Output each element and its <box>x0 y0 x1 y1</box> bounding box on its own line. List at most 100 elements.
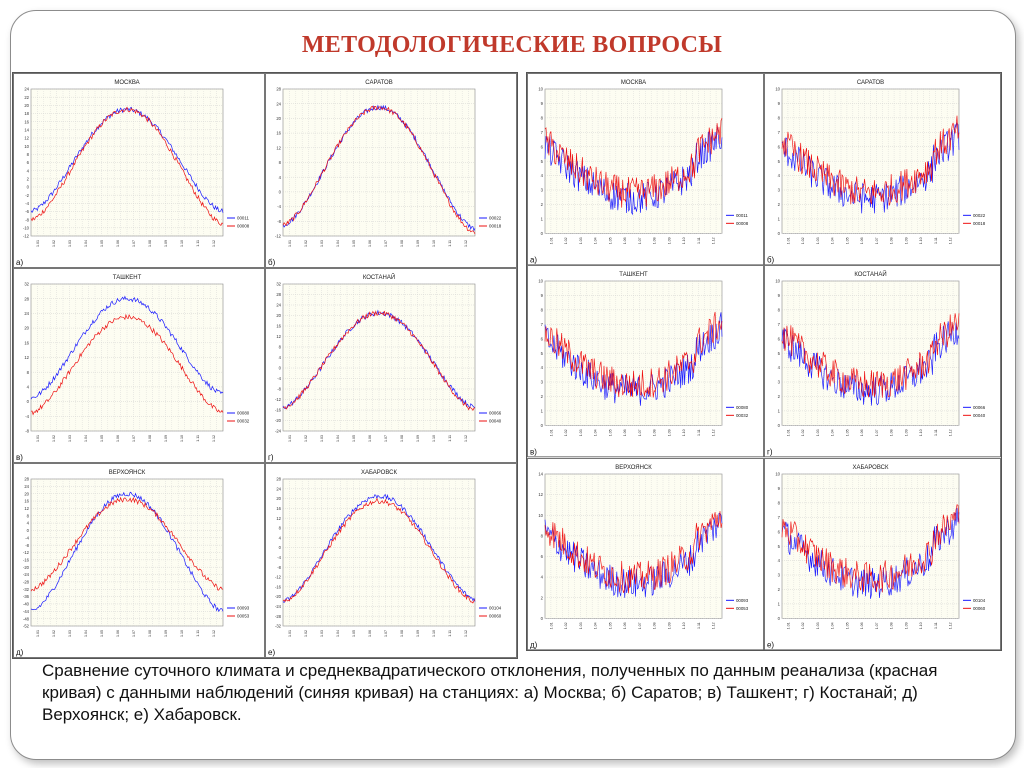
legend-label: 00066 <box>489 411 502 416</box>
series-line <box>544 124 723 216</box>
y-tick-label: 4 <box>279 355 282 360</box>
chart-panel: КОСТАНАЙ 0 1 2 3 4 5 6 7 8 9 10 1.01 1.02 1.03 1.04 1.05… <box>764 265 1001 458</box>
y-tick-label: -20 <box>23 565 30 570</box>
x-tick-label: 1.06 <box>368 630 372 637</box>
y-tick-label: 7 <box>778 130 781 135</box>
x-tick-label: 1.11 <box>934 622 938 629</box>
x-tick-label: 1.06 <box>116 630 120 637</box>
chart-panel: ХАБАРОВСК -32 -28 -24 -20 -16 -12 -8 -4 0 4 8 12 16 20… <box>265 463 517 658</box>
y-tick-label: 9 <box>541 293 544 298</box>
y-tick-label: 2 <box>778 587 781 592</box>
x-tick-label: 1.05 <box>845 622 849 629</box>
x-tick-label: 1.02 <box>564 622 568 629</box>
y-tick-label: 20 <box>276 116 281 121</box>
x-tick-label: 1.01 <box>36 630 40 637</box>
series-line <box>282 493 476 604</box>
x-tick-label: 1.08 <box>890 237 894 244</box>
legend-label: 00022 <box>489 216 502 221</box>
chart-title: ВЕРХОЯНСК <box>615 465 652 471</box>
chart-title: САРАТОВ <box>857 80 884 86</box>
x-tick-label: 1.12 <box>712 622 716 629</box>
y-tick-label: -6 <box>25 209 29 214</box>
y-tick-label: 4 <box>778 366 781 371</box>
x-tick-label: 1.07 <box>132 240 136 247</box>
x-tick-label: 1.08 <box>653 622 657 629</box>
x-tick-label: 1.07 <box>875 622 879 629</box>
x-tick-label: 1.09 <box>416 630 420 637</box>
x-tick-label: 1.11 <box>196 435 200 442</box>
chart-title: ХАБАРОВСК <box>853 465 889 471</box>
y-tick-label: 4 <box>27 385 30 390</box>
y-tick-label: -16 <box>275 584 282 589</box>
chart-title: МОСКВА <box>114 80 139 86</box>
y-tick-label: 16 <box>24 119 29 124</box>
x-tick-label: 1.10 <box>682 622 686 629</box>
chart-panel: МОСКВА 0 1 2 3 4 5 6 7 8 9 10 1.01 1.02 1.03 1.04 1.05 1.… <box>527 73 764 266</box>
x-tick-label: 1.01 <box>786 237 790 244</box>
x-tick-label: 1.06 <box>116 435 120 442</box>
y-tick-label: 6 <box>541 337 544 342</box>
x-tick-label: 1.03 <box>320 630 324 637</box>
y-tick-label: 28 <box>276 292 281 297</box>
chart-svg: МОСКВА 0 1 2 3 4 5 6 7 8 9 10 1.01 1.02 1.03 1.04 1.05 1.… <box>527 73 764 266</box>
x-tick-label: 1.09 <box>416 240 420 247</box>
x-tick-label: 1.01 <box>549 622 553 629</box>
y-tick-label: 3 <box>778 572 781 577</box>
x-tick-label: 1.02 <box>564 237 568 244</box>
y-tick-label: 8 <box>27 152 30 157</box>
y-tick-label: 9 <box>778 101 781 106</box>
legend-label: 00032 <box>736 413 749 418</box>
y-tick-label: 5 <box>778 351 781 356</box>
y-tick-label: 5 <box>778 543 781 548</box>
chart-panel: ХАБАРОВСК 0 1 2 3 4 5 6 7 8 9 10 1.01 1.02 1.03 1.04 1.0… <box>764 457 1001 650</box>
x-tick-label: 1.11 <box>448 630 452 637</box>
y-tick-label: 2 <box>541 394 544 399</box>
chart-svg: ВЕРХОЯНСК 0 2 4 6 8 10 12 14 1.01 1.02 1.03 1.04 1.05… <box>527 457 764 650</box>
y-tick-label: 14 <box>538 471 543 476</box>
x-tick-label: 1.09 <box>416 435 420 442</box>
legend-label: 00032 <box>237 419 250 424</box>
x-tick-label: 1.10 <box>919 622 923 629</box>
panel-letter: д) <box>530 640 538 649</box>
y-tick-label: 1 <box>778 409 781 414</box>
x-tick-label: 1.01 <box>288 435 292 442</box>
panel-letter: б) <box>268 258 276 267</box>
y-tick-label: 0 <box>778 231 781 236</box>
y-tick-label: 6 <box>541 554 544 559</box>
chart-panel: САРАТОВ 0 1 2 3 4 5 6 7 8 9 10 1.01 1.02 1.03 1.04 1.05 1… <box>764 73 1001 266</box>
y-tick-label: 20 <box>276 313 281 318</box>
series-line <box>30 295 224 400</box>
y-tick-label: -12 <box>275 234 282 239</box>
y-tick-label: 0 <box>279 545 282 550</box>
y-tick-label: 0 <box>27 399 30 404</box>
y-tick-label: 8 <box>27 370 30 375</box>
y-tick-label: 1 <box>778 601 781 606</box>
x-tick-label: 1.01 <box>288 630 292 637</box>
x-tick-label: 1.08 <box>653 430 657 437</box>
y-tick-label: -12 <box>275 397 282 402</box>
y-tick-label: 4 <box>27 521 30 526</box>
y-tick-label: -8 <box>25 543 29 548</box>
panel-letter: а) <box>16 258 23 267</box>
y-tick-label: 0 <box>541 423 544 428</box>
y-tick-label: -20 <box>275 418 282 423</box>
figure-caption: Сравнение суточного климата и среднеквад… <box>42 661 938 724</box>
chart-svg: ТАШКЕНТ 0 1 2 3 4 5 6 7 8 9 10 1.01 1.02 1.03 1.04 1.05 1… <box>527 265 764 458</box>
y-tick-label: 9 <box>541 101 544 106</box>
y-tick-label: -8 <box>277 387 281 392</box>
chart-title: КОСТАНАЙ <box>854 270 886 278</box>
x-tick-label: 1.02 <box>52 630 56 637</box>
panel-letter: в) <box>16 453 23 462</box>
series-line <box>282 497 476 604</box>
legend-label: 00018 <box>489 224 502 229</box>
chart-panel: КОСТАНАЙ -24 -20 -16 -12 -8 -4 0 4 8 12 16 20 24 28 32 1… <box>265 268 517 463</box>
x-tick-label: 1.11 <box>934 237 938 244</box>
y-tick-label: 7 <box>541 130 544 135</box>
chart-svg: САРАТОВ -12 -8 -4 0 4 8 12 16 20 24 28 1.01 1.02 1.03 1… <box>265 73 517 268</box>
series-line <box>544 117 723 208</box>
y-tick-label: 8 <box>778 115 781 120</box>
chart-svg: ХАБАРОВСК -32 -28 -24 -20 -16 -12 -8 -4 0 4 8 12 16 20… <box>265 463 517 658</box>
x-tick-label: 1.07 <box>638 237 642 244</box>
legend-label: 00104 <box>973 598 986 603</box>
x-tick-label: 1.12 <box>949 237 953 244</box>
